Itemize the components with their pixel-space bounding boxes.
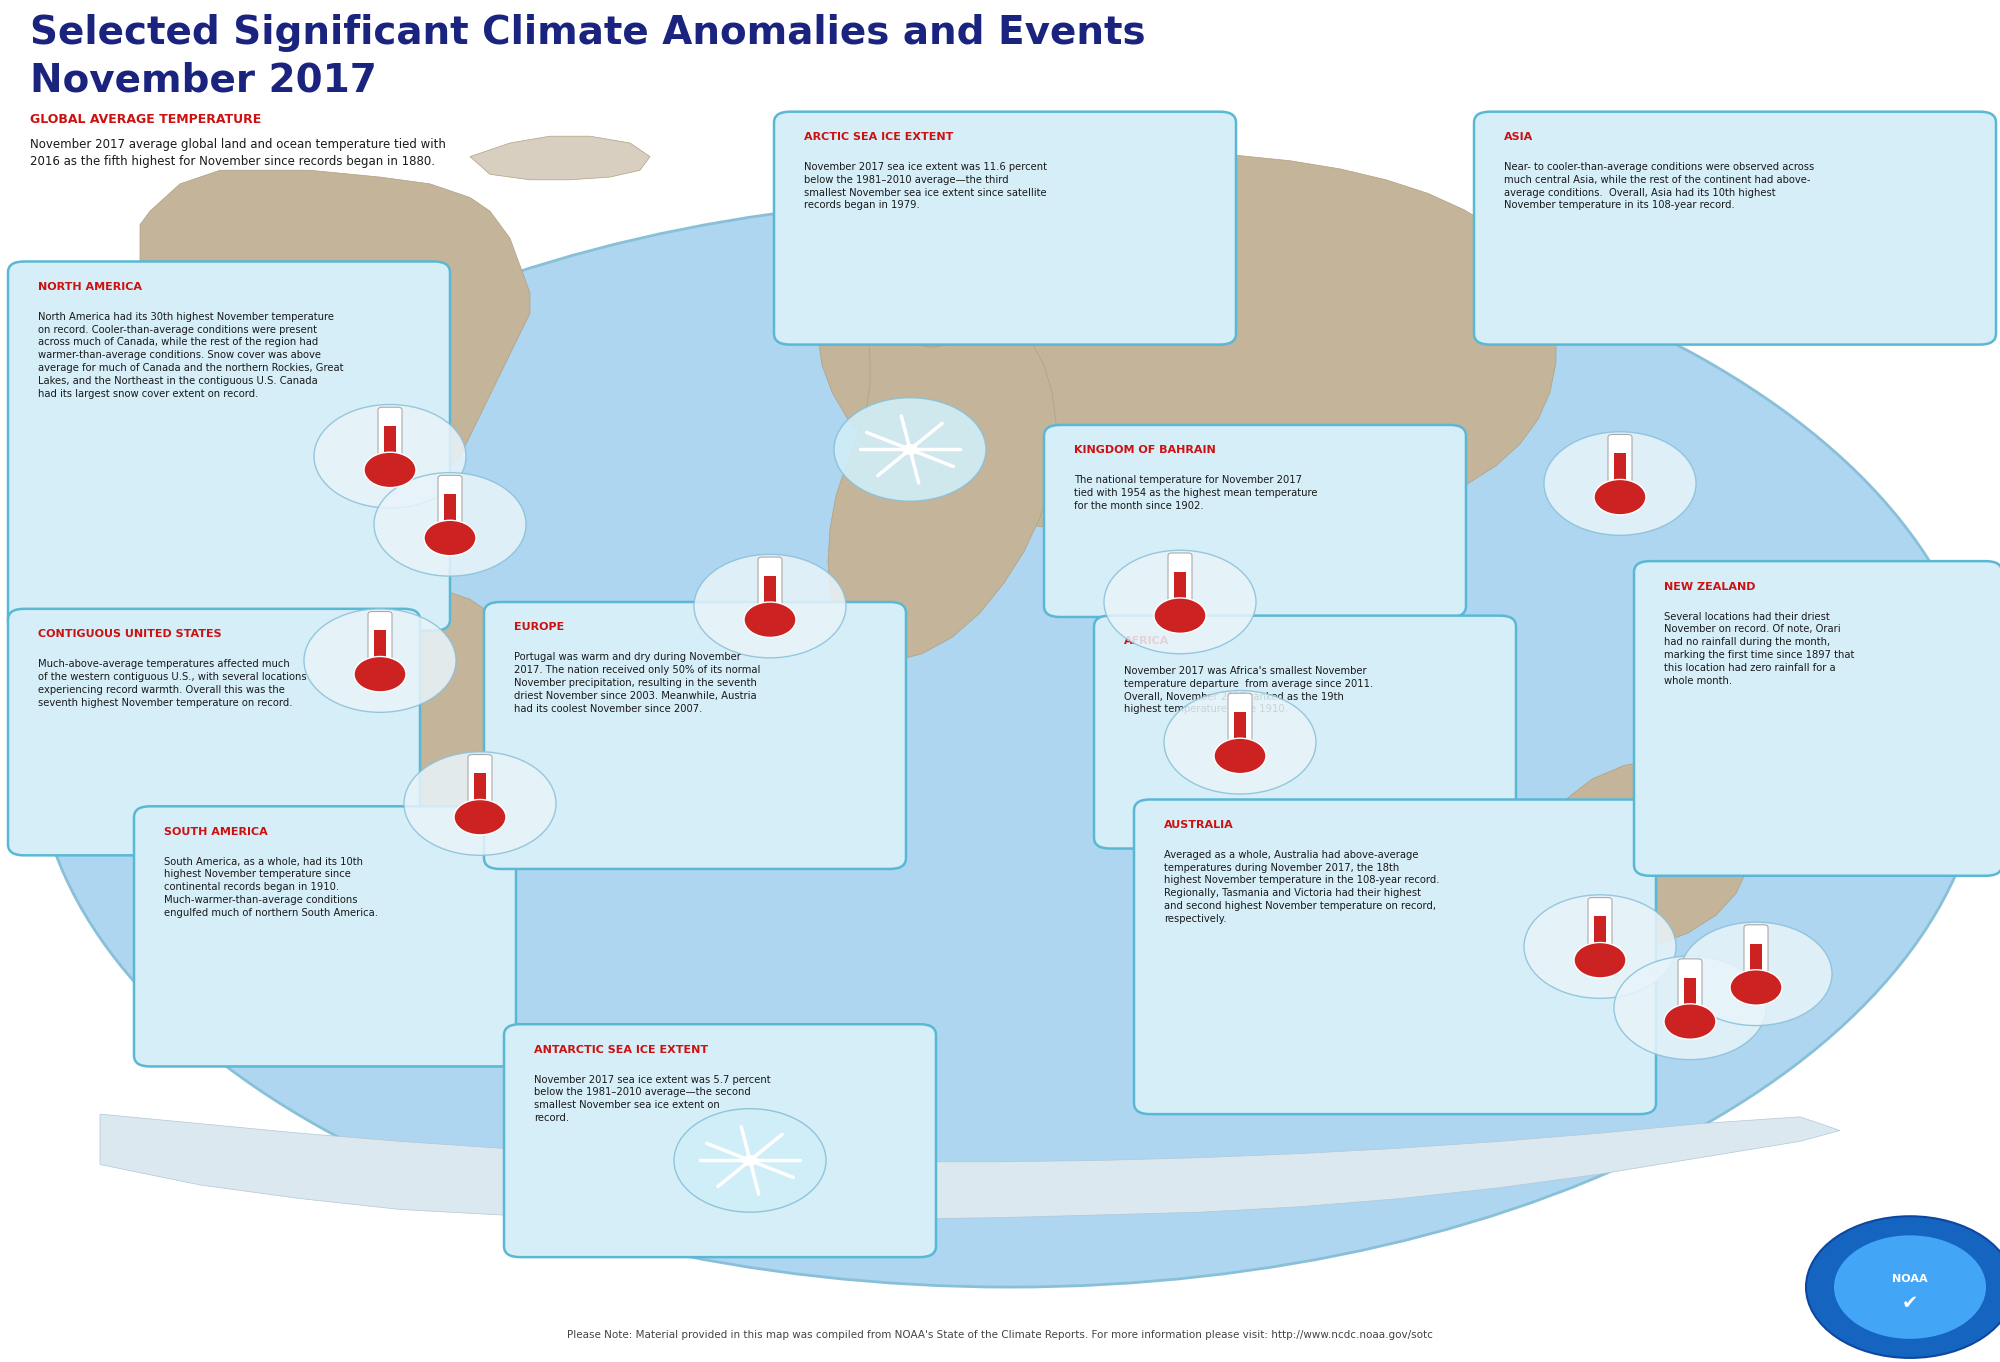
Circle shape	[902, 444, 918, 455]
Text: EUROPE: EUROPE	[514, 622, 564, 632]
Circle shape	[354, 656, 406, 692]
Bar	[1594, 917, 1606, 957]
FancyBboxPatch shape	[774, 112, 1236, 345]
Bar	[374, 631, 386, 671]
Bar	[1614, 454, 1626, 494]
Polygon shape	[350, 592, 524, 1015]
Circle shape	[1730, 970, 1782, 1005]
Circle shape	[374, 473, 526, 576]
FancyBboxPatch shape	[134, 806, 516, 1066]
Circle shape	[674, 1109, 826, 1212]
Circle shape	[404, 752, 556, 855]
Text: Please Note: Material provided in this map was compiled from NOAA's State of the: Please Note: Material provided in this m…	[568, 1331, 1432, 1340]
FancyBboxPatch shape	[8, 262, 450, 631]
Bar	[764, 576, 776, 617]
Circle shape	[1834, 1235, 1986, 1339]
FancyBboxPatch shape	[438, 475, 462, 538]
Text: North America had its 30th highest November temperature
on record. Cooler-than-a: North America had its 30th highest Novem…	[38, 312, 344, 399]
FancyBboxPatch shape	[1134, 799, 1656, 1114]
Bar	[384, 426, 396, 467]
Text: NEW ZEALAND: NEW ZEALAND	[1664, 582, 1756, 591]
FancyBboxPatch shape	[1228, 693, 1252, 756]
Text: ARCTIC SEA ICE EXTENT: ARCTIC SEA ICE EXTENT	[804, 132, 954, 142]
FancyBboxPatch shape	[758, 557, 782, 620]
Text: ANTARCTIC SEA ICE EXTENT: ANTARCTIC SEA ICE EXTENT	[534, 1045, 708, 1054]
Circle shape	[1574, 943, 1626, 978]
Circle shape	[1524, 895, 1676, 998]
FancyBboxPatch shape	[1634, 561, 2000, 876]
Text: November 2017: November 2017	[30, 61, 376, 99]
Text: CONTIGUOUS UNITED STATES: CONTIGUOUS UNITED STATES	[38, 629, 222, 639]
Circle shape	[744, 602, 796, 637]
FancyBboxPatch shape	[378, 407, 402, 470]
Bar	[444, 494, 456, 535]
Text: Several locations had their driest
November on record. Of note, Orari
had no rai: Several locations had their driest Novem…	[1664, 612, 1854, 685]
FancyBboxPatch shape	[484, 602, 906, 869]
Circle shape	[1544, 432, 1696, 535]
Polygon shape	[100, 1114, 1840, 1219]
Bar	[1234, 712, 1246, 753]
Ellipse shape	[36, 197, 1984, 1287]
Text: ✔: ✔	[1902, 1294, 1918, 1313]
Text: GLOBAL AVERAGE TEMPERATURE: GLOBAL AVERAGE TEMPERATURE	[30, 113, 262, 127]
Circle shape	[1214, 738, 1266, 774]
FancyBboxPatch shape	[8, 609, 420, 855]
Circle shape	[1680, 922, 1832, 1026]
Polygon shape	[838, 177, 1010, 347]
Polygon shape	[818, 153, 1556, 542]
FancyBboxPatch shape	[368, 612, 392, 674]
Bar	[1684, 978, 1696, 1019]
Text: Averaged as a whole, Australia had above-average
temperatures during November 20: Averaged as a whole, Australia had above…	[1164, 850, 1440, 923]
Text: Portugal was warm and dry during November
2017. The nation received only 50% of : Portugal was warm and dry during Novembe…	[514, 652, 760, 714]
Bar	[474, 774, 486, 814]
Circle shape	[1104, 550, 1256, 654]
Circle shape	[694, 554, 846, 658]
FancyBboxPatch shape	[1168, 553, 1192, 616]
FancyBboxPatch shape	[1678, 959, 1702, 1022]
Text: ASIA: ASIA	[1504, 132, 1534, 142]
Text: Much-above-average temperatures affected much
of the western contiguous U.S., wi: Much-above-average temperatures affected…	[38, 659, 306, 708]
Text: NOAA: NOAA	[1892, 1273, 1928, 1284]
Bar	[1750, 944, 1762, 985]
Circle shape	[1594, 479, 1646, 515]
FancyBboxPatch shape	[504, 1024, 936, 1257]
Polygon shape	[140, 170, 530, 661]
Text: AUSTRALIA: AUSTRALIA	[1164, 820, 1234, 829]
Text: November 2017 sea ice extent was 5.7 percent
below the 1981–2010 average—the sec: November 2017 sea ice extent was 5.7 per…	[534, 1075, 770, 1124]
FancyBboxPatch shape	[1474, 112, 1996, 345]
Text: South America, as a whole, had its 10th
highest November temperature since
conti: South America, as a whole, had its 10th …	[164, 857, 378, 918]
Circle shape	[1154, 598, 1206, 633]
Text: The national temperature for November 2017
tied with 1954 as the highest mean te: The national temperature for November 20…	[1074, 475, 1318, 511]
Text: Selected Significant Climate Anomalies and Events: Selected Significant Climate Anomalies a…	[30, 14, 1146, 52]
Circle shape	[1614, 956, 1766, 1060]
Circle shape	[742, 1155, 758, 1166]
Polygon shape	[1476, 760, 1752, 951]
Text: November 2017 was Africa's smallest November
temperature departure  from average: November 2017 was Africa's smallest Nove…	[1124, 666, 1374, 715]
FancyBboxPatch shape	[1588, 898, 1612, 960]
Text: SOUTH AMERICA: SOUTH AMERICA	[164, 827, 268, 836]
FancyBboxPatch shape	[1094, 616, 1516, 849]
Text: NORTH AMERICA: NORTH AMERICA	[38, 282, 142, 291]
Circle shape	[424, 520, 476, 556]
Polygon shape	[470, 136, 650, 180]
Circle shape	[1806, 1216, 2000, 1358]
Text: AFRICA: AFRICA	[1124, 636, 1170, 646]
Bar	[1174, 572, 1186, 613]
FancyBboxPatch shape	[1044, 425, 1466, 617]
Text: Near- to cooler-than-average conditions were observed across
much central Asia, : Near- to cooler-than-average conditions …	[1504, 162, 1814, 211]
Circle shape	[364, 452, 416, 488]
FancyBboxPatch shape	[1608, 434, 1632, 497]
Circle shape	[314, 405, 466, 508]
Circle shape	[834, 398, 986, 501]
FancyBboxPatch shape	[1744, 925, 1768, 987]
Circle shape	[1664, 1004, 1716, 1039]
Polygon shape	[828, 320, 1056, 661]
Circle shape	[454, 799, 506, 835]
Text: KINGDOM OF BAHRAIN: KINGDOM OF BAHRAIN	[1074, 445, 1216, 455]
FancyBboxPatch shape	[468, 755, 492, 817]
Circle shape	[304, 609, 456, 712]
Text: November 2017 sea ice extent was 11.6 percent
below the 1981–2010 average—the th: November 2017 sea ice extent was 11.6 pe…	[804, 162, 1048, 211]
Circle shape	[1164, 691, 1316, 794]
Text: November 2017 average global land and ocean temperature tied with
2016 as the fi: November 2017 average global land and oc…	[30, 138, 446, 168]
